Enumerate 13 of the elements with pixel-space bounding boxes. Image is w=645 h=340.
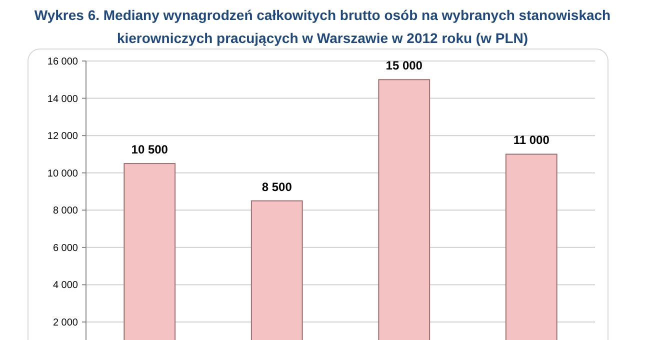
y-tick-label: 10 000 xyxy=(47,168,78,180)
y-tick-label: 6 000 xyxy=(52,242,78,254)
data-label: 11 000 xyxy=(513,133,550,148)
data-label: 10 500 xyxy=(131,142,168,157)
y-tick-label: 16 000 xyxy=(47,56,78,68)
y-tick-label: 14 000 xyxy=(47,94,78,105)
data-label: 15 000 xyxy=(386,58,423,73)
y-tick-label: 12 000 xyxy=(47,131,78,142)
y-tick-label: 8 000 xyxy=(52,206,78,217)
y-tick-label: 2 000 xyxy=(52,318,78,329)
chart-title: Wykres 6. Mediany wynagrodzeń całkowitych brutto osób na wybranych stanowiskach kierowniczych pracujących w Warszawie w 2012 roku (w PLN) xyxy=(34,7,611,46)
data-label: 8 500 xyxy=(262,180,292,194)
y-tick-label: 4 000 xyxy=(52,280,78,292)
